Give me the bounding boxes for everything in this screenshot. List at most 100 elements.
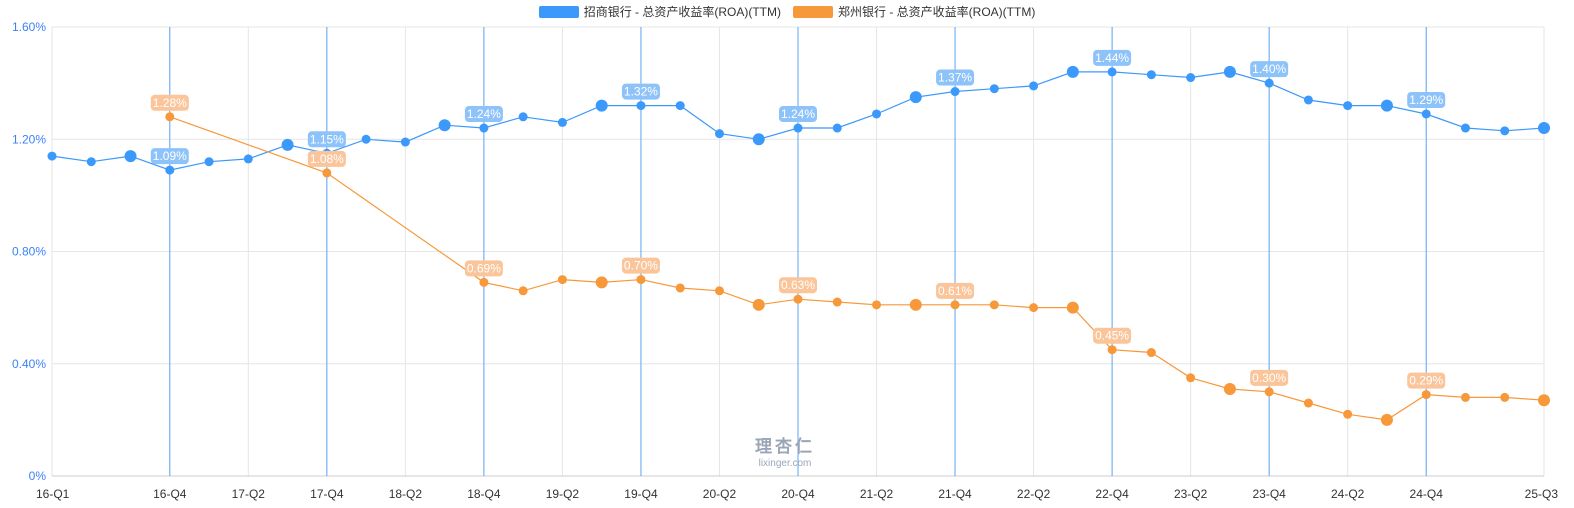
data-label-text: 1.08% xyxy=(310,152,344,166)
data-point-series-1 xyxy=(832,123,842,133)
legend-item-series-b[interactable]: 郑州银行 - 总资产收益率(ROA)(TTM) xyxy=(793,3,1035,20)
data-point-series-1 xyxy=(1421,109,1431,119)
data-point-series-1 xyxy=(714,129,724,139)
data-point-series-2 xyxy=(1066,301,1079,314)
data-point-series-1 xyxy=(243,154,253,164)
data-point-series-1 xyxy=(1107,67,1117,77)
data-label-text: 1.15% xyxy=(310,132,344,146)
data-label-series-1: 1.40% xyxy=(1250,61,1289,78)
data-label-badge xyxy=(464,260,503,277)
data-label-badge xyxy=(150,94,189,111)
data-label-series-1: 1.15% xyxy=(307,131,346,148)
x-tick-label: 18-Q2 xyxy=(389,487,423,501)
x-tick-label: 24-Q4 xyxy=(1410,487,1444,501)
data-label-badge xyxy=(1250,61,1289,78)
data-point-series-1 xyxy=(752,133,765,146)
data-point-series-1 xyxy=(438,119,451,132)
data-point-series-2 xyxy=(1029,303,1039,313)
data-point-series-1 xyxy=(361,134,371,144)
data-point-series-1 xyxy=(793,123,803,133)
x-tick-label: 20-Q2 xyxy=(703,487,737,501)
data-label-series-2: 0.70% xyxy=(621,257,660,274)
data-point-series-2 xyxy=(636,275,646,285)
data-point-series-2 xyxy=(165,112,175,122)
data-label-badge xyxy=(1093,49,1132,66)
data-label-series-2: 0.69% xyxy=(464,260,503,277)
data-label-text: 1.29% xyxy=(1409,93,1443,107)
data-point-series-1 xyxy=(950,87,960,97)
data-point-series-2 xyxy=(714,286,724,296)
data-point-series-1 xyxy=(595,99,608,112)
data-label-series-2: 0.30% xyxy=(1250,369,1289,386)
data-label-badge xyxy=(464,106,503,123)
data-point-series-2 xyxy=(675,283,685,293)
data-label-text: 0.70% xyxy=(624,259,658,273)
data-point-series-1 xyxy=(1303,95,1313,105)
data-point-series-2 xyxy=(322,168,332,178)
data-point-series-1 xyxy=(518,112,528,122)
data-point-series-2 xyxy=(989,300,999,310)
data-point-series-1 xyxy=(557,117,567,127)
data-point-series-1 xyxy=(909,91,922,104)
data-label-badge xyxy=(936,69,975,86)
y-tick-label: 0.40% xyxy=(12,357,46,371)
data-point-series-2 xyxy=(1421,390,1431,400)
data-point-series-2 xyxy=(479,277,489,287)
data-label-badge xyxy=(779,277,817,294)
data-label-text: 0.69% xyxy=(467,261,501,275)
data-point-series-2 xyxy=(1107,345,1117,355)
y-tick-label: 0% xyxy=(29,469,47,483)
data-point-series-1 xyxy=(1500,126,1510,136)
x-tick-label: 23-Q2 xyxy=(1174,487,1208,501)
data-label-badge xyxy=(621,257,660,274)
x-tick-label: 19-Q4 xyxy=(624,487,658,501)
x-tick-label: 18-Q4 xyxy=(467,487,501,501)
data-label-series-2: 0.45% xyxy=(1093,327,1132,344)
data-label-series-2: 0.63% xyxy=(779,277,817,294)
data-label-series-1: 1.37% xyxy=(936,69,975,86)
x-tick-label: 22-Q4 xyxy=(1095,487,1129,501)
x-tick-label: 17-Q2 xyxy=(232,487,266,501)
data-label-series-1: 1.32% xyxy=(621,83,660,100)
x-tick-label: 19-Q2 xyxy=(546,487,580,501)
data-point-series-2 xyxy=(1146,348,1156,358)
data-point-series-1 xyxy=(124,150,137,163)
data-point-series-2 xyxy=(1500,392,1510,402)
data-label-text: 0.29% xyxy=(1409,374,1443,388)
data-point-series-1 xyxy=(281,138,294,151)
data-point-series-2 xyxy=(752,298,765,311)
data-label-badge xyxy=(779,106,817,123)
data-label-series-2: 0.29% xyxy=(1407,372,1446,389)
chart-legend: 招商银行 - 总资产收益率(ROA)(TTM) 郑州银行 - 总资产收益率(RO… xyxy=(0,3,1574,20)
data-label-badge xyxy=(307,131,346,148)
data-point-series-1 xyxy=(1223,65,1236,78)
data-point-series-2 xyxy=(1380,413,1393,426)
data-label-badge xyxy=(936,282,975,299)
x-tick-label: 20-Q4 xyxy=(781,487,815,501)
data-point-series-2 xyxy=(595,276,608,289)
x-tick-label: 21-Q2 xyxy=(860,487,894,501)
data-label-text: 0.30% xyxy=(1252,371,1286,385)
x-tick-label: 25-Q3 xyxy=(1525,487,1559,501)
x-tick-label: 16-Q1 xyxy=(36,487,70,501)
data-point-series-1 xyxy=(47,151,57,161)
data-point-series-1 xyxy=(675,101,685,111)
data-label-series-1: 1.29% xyxy=(1407,91,1446,108)
data-point-series-2 xyxy=(1460,392,1470,402)
data-point-series-1 xyxy=(165,165,175,175)
x-tick-label: 23-Q4 xyxy=(1252,487,1286,501)
data-label-badge xyxy=(1407,91,1446,108)
data-point-series-1 xyxy=(400,137,410,147)
data-point-series-2 xyxy=(1264,387,1274,397)
data-point-series-2 xyxy=(1538,394,1550,407)
data-label-text: 1.09% xyxy=(153,149,187,163)
y-tick-label: 1.60% xyxy=(12,20,46,34)
data-point-series-2 xyxy=(518,286,528,296)
data-label-text: 1.28% xyxy=(153,96,187,110)
data-label-series-1: 1.09% xyxy=(150,148,189,165)
data-label-text: 1.40% xyxy=(1252,62,1286,76)
data-label-text: 0.45% xyxy=(1095,329,1129,343)
data-point-series-1 xyxy=(1066,65,1079,78)
legend-item-series-a[interactable]: 招商银行 - 总资产收益率(ROA)(TTM) xyxy=(538,3,781,20)
